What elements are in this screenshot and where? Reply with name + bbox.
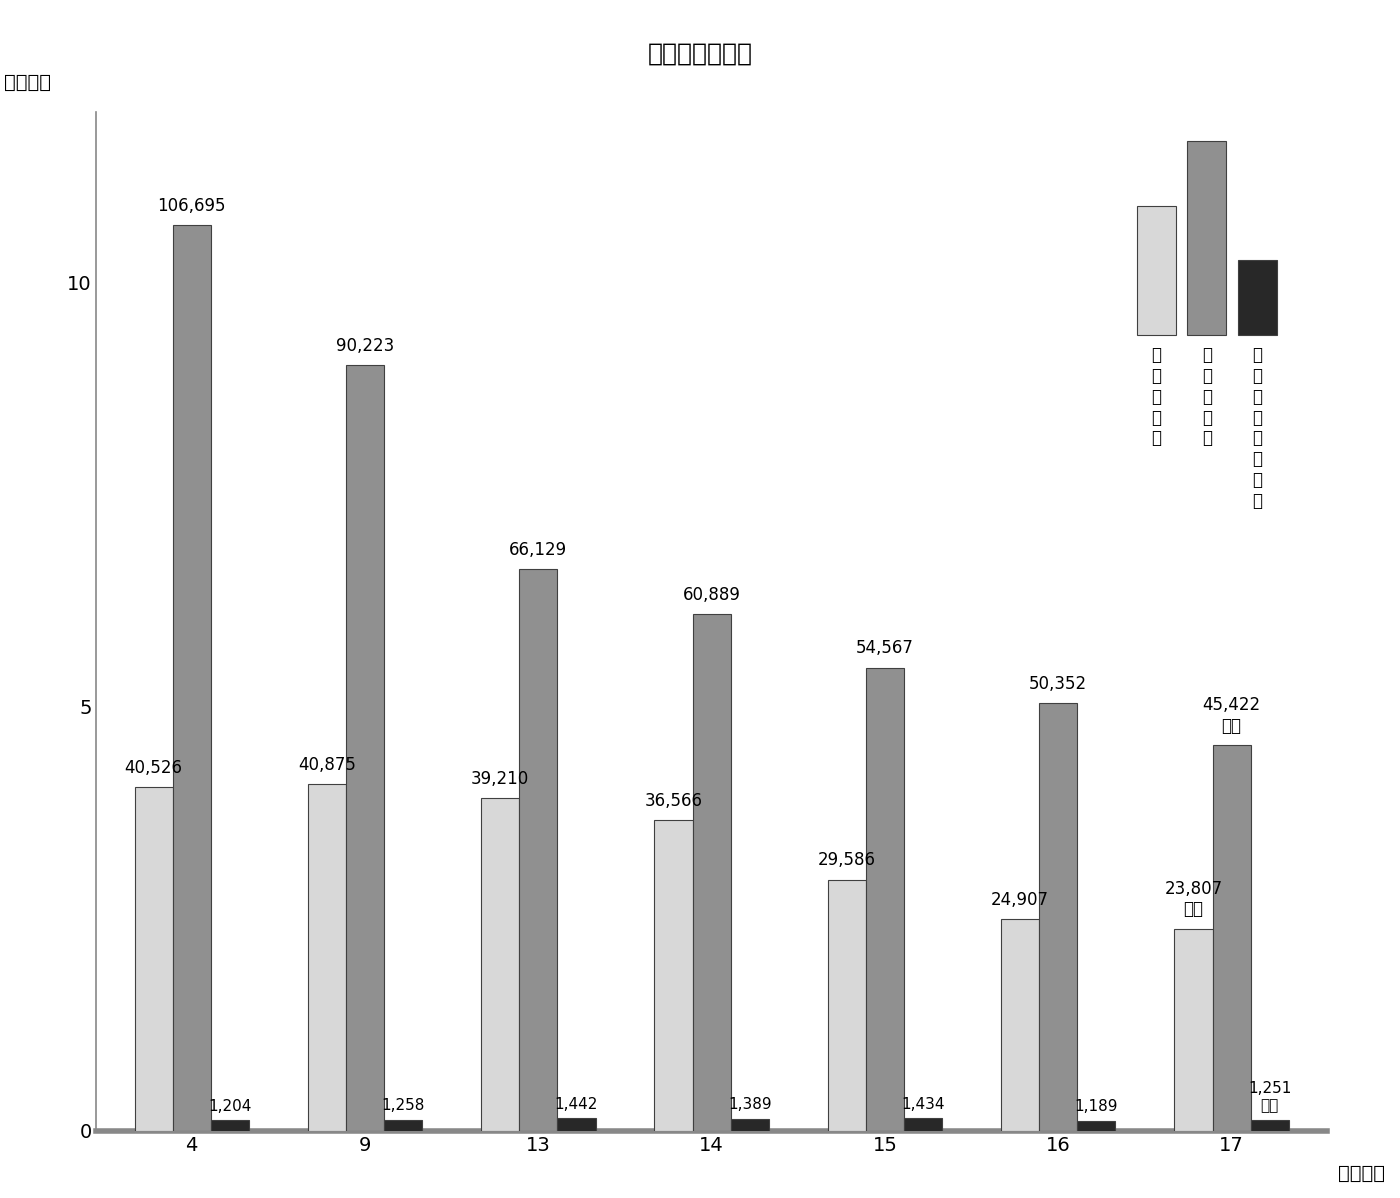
Text: 1,434: 1,434 [902, 1096, 945, 1112]
Text: 106,695: 106,695 [157, 198, 225, 216]
Bar [482, 798, 519, 1131]
Text: 1,204: 1,204 [209, 1099, 252, 1114]
Text: 1,258: 1,258 [381, 1099, 424, 1113]
Text: その３　市町村: その３ 市町村 [647, 42, 753, 66]
Text: 36,566: 36,566 [644, 792, 703, 810]
Bar [731, 1119, 769, 1131]
Text: 54,567: 54,567 [855, 640, 914, 658]
Text: （兆円）: （兆円） [4, 73, 50, 92]
Text: 1,389: 1,389 [728, 1097, 771, 1112]
Text: 23,807
億円: 23,807 億円 [1165, 879, 1222, 919]
Bar [1175, 928, 1212, 1131]
Bar [654, 821, 693, 1131]
Bar [172, 225, 211, 1131]
Bar [693, 613, 731, 1131]
Bar [346, 365, 384, 1131]
Bar [557, 1119, 595, 1131]
Text: 補
助
事
業
費: 補 助 事 業 費 [1151, 346, 1162, 447]
Text: 単
独
事
業
費: 単 独 事 業 費 [1201, 346, 1212, 447]
Text: 66,129: 66,129 [510, 541, 567, 559]
Text: 1,251
億円: 1,251 億円 [1247, 1081, 1291, 1113]
Bar [308, 783, 346, 1131]
Text: 国
直
轄
事
業
負
担
金: 国 直 轄 事 業 負 担 金 [1252, 346, 1263, 510]
Bar [827, 879, 865, 1131]
Text: 40,875: 40,875 [298, 756, 356, 774]
Text: 24,907: 24,907 [991, 891, 1049, 909]
Bar [1001, 919, 1039, 1131]
Bar [1238, 260, 1277, 335]
Text: 1,189: 1,189 [1075, 1099, 1119, 1114]
Text: 60,889: 60,889 [683, 586, 741, 604]
Text: 40,526: 40,526 [125, 758, 182, 776]
Bar [519, 569, 557, 1131]
Bar [1187, 141, 1226, 335]
Text: 90,223: 90,223 [336, 337, 395, 355]
Bar [1039, 703, 1078, 1131]
Text: 29,586: 29,586 [818, 852, 876, 870]
Text: 1,442: 1,442 [554, 1096, 598, 1112]
Bar [1078, 1120, 1116, 1131]
Bar [904, 1119, 942, 1131]
Text: （年度）: （年度） [1338, 1164, 1385, 1182]
Bar [865, 667, 904, 1131]
Bar [211, 1120, 249, 1131]
Bar [1250, 1120, 1289, 1131]
Text: 45,422
億円: 45,422 億円 [1203, 696, 1260, 736]
Bar [1137, 206, 1176, 335]
Text: 39,210: 39,210 [470, 770, 529, 788]
Bar [384, 1120, 423, 1131]
Bar [134, 787, 172, 1131]
Text: 50,352: 50,352 [1029, 676, 1088, 694]
Bar [1212, 745, 1250, 1131]
